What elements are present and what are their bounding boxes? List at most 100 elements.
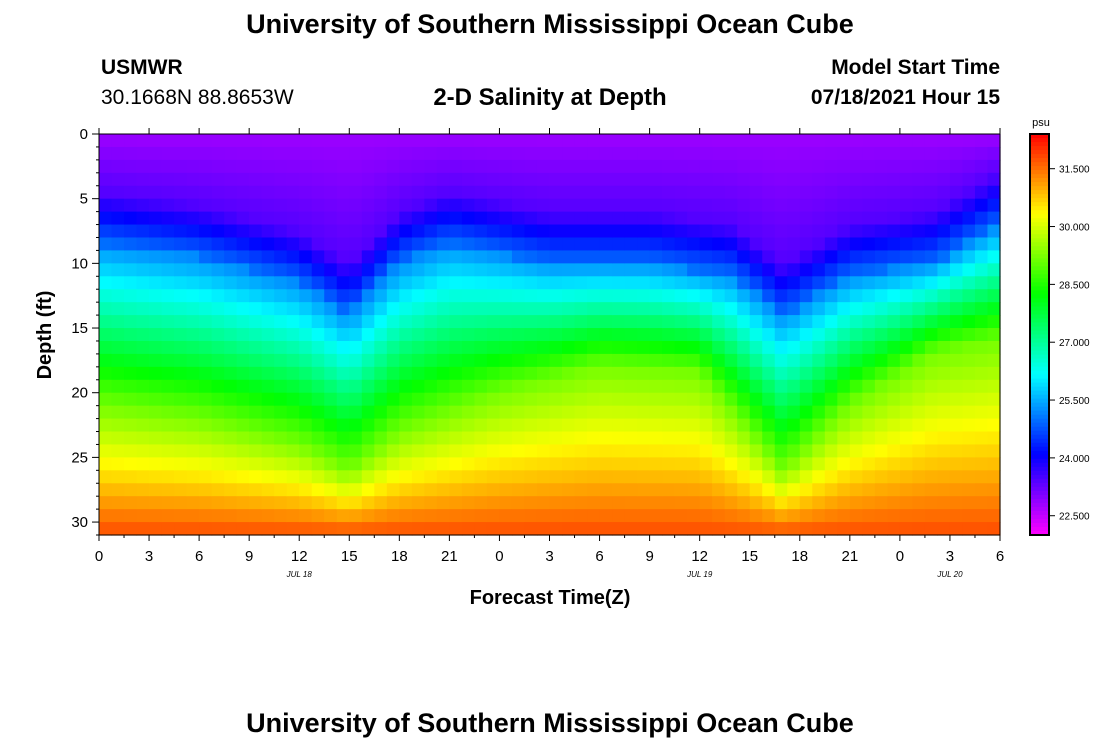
- heatmap-cell: [211, 431, 225, 446]
- heatmap-cell: [211, 146, 225, 161]
- heatmap-cell: [862, 444, 876, 458]
- heatmap-cell: [486, 211, 501, 226]
- heatmap-cell: [849, 172, 863, 187]
- heatmap-cell: [624, 159, 638, 174]
- heatmap-cell: [236, 405, 250, 420]
- heatmap-cell: [149, 392, 163, 407]
- heatmap-cell: [274, 418, 288, 433]
- heatmap-cell: [249, 302, 263, 316]
- heatmap-cell: [111, 366, 125, 381]
- heatmap-cell: [461, 198, 476, 213]
- heatmap-cell: [99, 302, 113, 316]
- heatmap-cell: [774, 509, 788, 523]
- heatmap-cell: [186, 289, 200, 303]
- heatmap-cell: [862, 224, 876, 239]
- heatmap-cell: [186, 379, 200, 394]
- heatmap-cell: [399, 302, 413, 316]
- heatmap-cell: [987, 418, 1001, 433]
- heatmap-cell: [699, 250, 713, 264]
- heatmap-cell: [474, 198, 488, 213]
- heatmap-cell: [762, 340, 776, 355]
- heatmap-cell: [612, 431, 626, 446]
- heatmap-cell: [274, 457, 288, 471]
- heatmap-cell: [186, 392, 200, 407]
- heatmap-cell: [962, 405, 976, 420]
- heatmap-cell: [662, 496, 676, 510]
- x-tick-label: 12: [291, 548, 308, 565]
- heatmap-cell: [99, 328, 113, 342]
- heatmap-cell: [962, 418, 976, 433]
- heatmap-cell: [762, 470, 776, 484]
- heatmap-cell: [124, 418, 138, 433]
- heatmap-cell: [224, 302, 238, 316]
- heatmap-cell: [987, 146, 1001, 161]
- heatmap-cell: [662, 509, 676, 523]
- heatmap-cell: [186, 418, 200, 433]
- heatmap-cell: [511, 353, 526, 368]
- heatmap-cell: [649, 172, 663, 187]
- heatmap-cell: [812, 470, 826, 484]
- heatmap-cell: [274, 224, 288, 239]
- heatmap-cell: [937, 289, 951, 303]
- heatmap-cell: [687, 237, 701, 252]
- heatmap-cell: [662, 263, 676, 277]
- heatmap-cell: [762, 392, 776, 407]
- heatmap-cell: [699, 444, 713, 458]
- heatmap-cell: [962, 496, 976, 510]
- heatmap-cell: [799, 289, 813, 303]
- heatmap-cell: [649, 509, 663, 523]
- heatmap-cell: [712, 522, 726, 536]
- heatmap-cell: [486, 146, 501, 161]
- heatmap-cell: [399, 263, 413, 277]
- heatmap-cell: [486, 522, 501, 536]
- heatmap-cell: [374, 457, 388, 471]
- heatmap-cell: [411, 392, 425, 407]
- heatmap-cell: [524, 483, 538, 497]
- heatmap-cell: [699, 315, 713, 329]
- colorbar-segment: [1030, 246, 1049, 251]
- heatmap-cell: [887, 457, 901, 471]
- heatmap-cell: [649, 483, 663, 497]
- heatmap-cell: [837, 263, 851, 277]
- heatmap-cell: [687, 276, 701, 290]
- heatmap-cell: [99, 159, 113, 174]
- heatmap-cell: [311, 198, 325, 213]
- heatmap-cell: [186, 276, 200, 290]
- heatmap-cell: [599, 276, 613, 290]
- heatmap-cell: [324, 224, 338, 239]
- heatmap-cell: [699, 185, 713, 200]
- heatmap-cell: [674, 302, 688, 316]
- heatmap-cell: [549, 457, 563, 471]
- heatmap-cell: [724, 198, 738, 213]
- heatmap-cell: [499, 224, 513, 239]
- heatmap-cell: [349, 276, 363, 290]
- heatmap-cell: [536, 237, 551, 252]
- heatmap-cell: [837, 444, 851, 458]
- heatmap-cell: [937, 263, 951, 277]
- heatmap-cell: [174, 134, 188, 148]
- heatmap-cell: [524, 224, 538, 239]
- heatmap-cell: [211, 237, 225, 252]
- heatmap-cell: [161, 250, 175, 264]
- heatmap-cell: [699, 263, 713, 277]
- heatmap-cell: [186, 263, 200, 277]
- heatmap-cell: [699, 289, 713, 303]
- heatmap-cell: [687, 250, 701, 264]
- heatmap-cell: [111, 431, 125, 446]
- colorbar-segment: [1030, 338, 1049, 344]
- heatmap-cell: [336, 496, 350, 510]
- heatmap-cell: [662, 340, 676, 355]
- heatmap-cell: [962, 509, 976, 523]
- heatmap-cell: [874, 276, 888, 290]
- heatmap-cell: [349, 172, 363, 187]
- heatmap-cell: [949, 237, 964, 252]
- heatmap-cell: [974, 146, 989, 161]
- heatmap-cell: [311, 522, 325, 536]
- heatmap-cell: [637, 353, 651, 368]
- heatmap-cell: [474, 496, 488, 510]
- heatmap-cell: [424, 134, 438, 148]
- heatmap-cell: [749, 224, 763, 239]
- heatmap-cell: [511, 509, 526, 523]
- heatmap-cell: [674, 328, 688, 342]
- heatmap-cell: [687, 418, 701, 433]
